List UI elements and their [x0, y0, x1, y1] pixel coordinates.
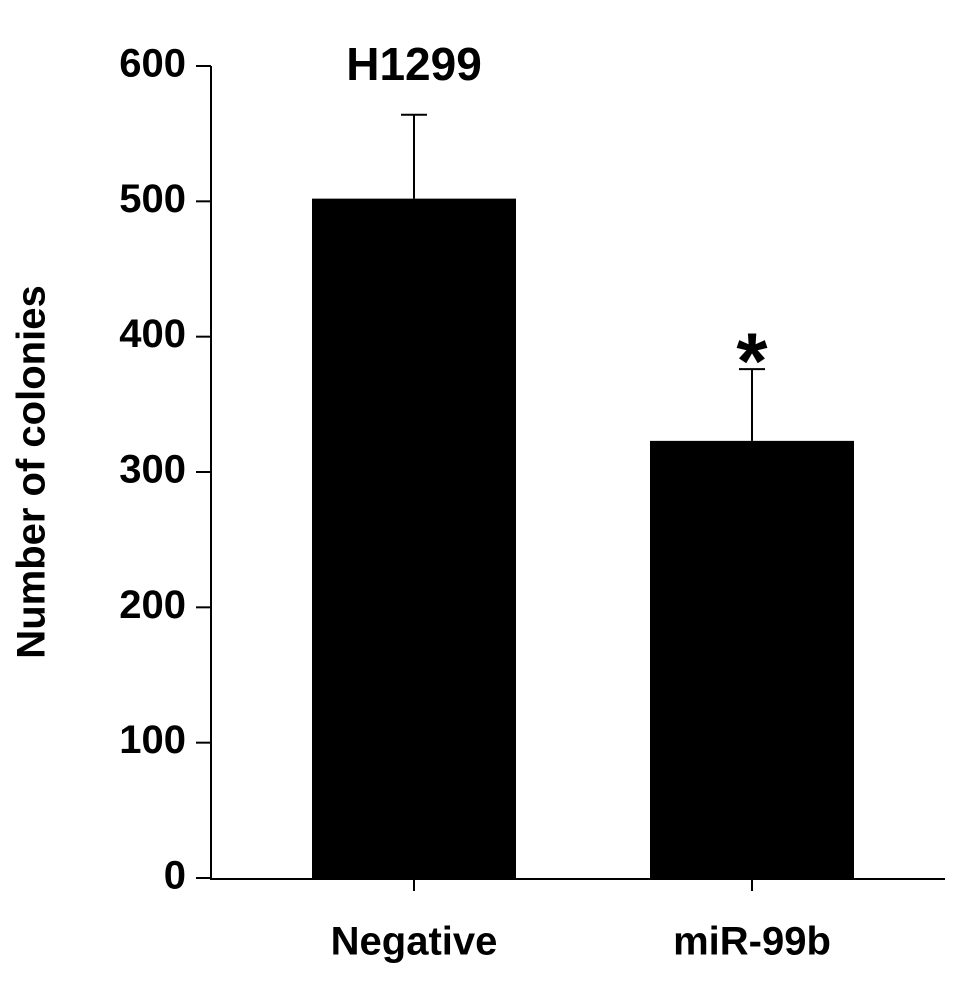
y-tick-label: 500 [119, 177, 186, 221]
bar [312, 198, 516, 879]
y-tick-label: 0 [164, 854, 186, 898]
y-tick-label: 600 [119, 42, 186, 86]
y-tick-label: 400 [119, 312, 186, 356]
annotation: * [736, 316, 768, 405]
x-tick-label: miR-99b [673, 920, 831, 964]
y-tick-label: 200 [119, 583, 186, 627]
x-tick-label: Negative [331, 920, 498, 964]
y-tick-label: 100 [119, 718, 186, 762]
bar [650, 440, 854, 878]
y-axis-label: Number of colonies [10, 285, 54, 658]
y-tick-label: 300 [119, 448, 186, 492]
chart-title: H1299 [346, 38, 482, 90]
